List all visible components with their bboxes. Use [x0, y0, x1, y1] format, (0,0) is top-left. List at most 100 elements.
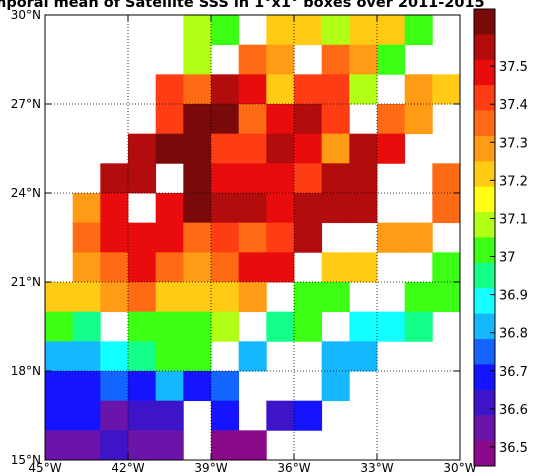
- heatmap-cell: [100, 430, 129, 461]
- heatmap-cell: [211, 311, 240, 342]
- heatmap-cell: [183, 104, 212, 135]
- colorbar-segment: [474, 288, 495, 315]
- colorbar-tick-label: 36.5: [499, 441, 528, 456]
- heatmap-cell: [155, 400, 184, 431]
- colorbar-tick-label: 36.6: [499, 403, 528, 418]
- heatmap-cell: [211, 371, 240, 402]
- colorbar-segment: [474, 212, 495, 238]
- heatmap-cell: [72, 400, 101, 431]
- heatmap-cell: [266, 222, 295, 253]
- heatmap-cell: [321, 341, 350, 372]
- heatmap-cell: [155, 133, 184, 164]
- x-tick-label: 36°W: [277, 461, 310, 475]
- heatmap-cell: [321, 371, 350, 402]
- heatmap-cell: [294, 311, 323, 342]
- heatmap-cell: [155, 222, 184, 253]
- heatmap-cell: [128, 430, 157, 461]
- colorbar-tick-label: 37.1: [499, 212, 528, 227]
- heatmap-cell: [349, 163, 378, 194]
- y-tick-label: 15°N: [11, 453, 41, 467]
- heatmap-cell: [128, 400, 157, 431]
- heatmap-cell: [349, 341, 378, 372]
- heatmap-cell: [294, 222, 323, 253]
- heatmap-cell: [45, 311, 74, 342]
- heatmap-cell: [128, 311, 157, 342]
- heatmap-cell: [128, 163, 157, 194]
- heatmap-cell: [183, 44, 212, 75]
- heatmap-cell: [266, 311, 295, 342]
- heatmap-cell: [266, 400, 295, 431]
- gridlines: [45, 15, 460, 460]
- heatmap-cell: [72, 252, 101, 283]
- heatmap-cell: [155, 252, 184, 283]
- colorbar-segment: [474, 440, 495, 467]
- heatmap-cell: [321, 282, 350, 313]
- colorbar-tick-label: 37.4: [499, 98, 528, 113]
- heatmap-cell: [183, 311, 212, 342]
- heatmap-cell: [128, 371, 157, 402]
- heatmap-cell: [432, 252, 461, 283]
- heatmap-cell: [100, 163, 129, 194]
- heatmap-cell: [377, 15, 406, 46]
- colorbar-segment: [474, 262, 495, 289]
- colorbar-tick-label: 36.9: [499, 289, 528, 304]
- colorbar-tick-label: 37.5: [499, 60, 528, 75]
- heatmap-cell: [377, 311, 406, 342]
- heatmap-cell: [128, 341, 157, 372]
- heatmap-cell: [404, 222, 433, 253]
- x-tick-label: 45°W: [28, 461, 61, 475]
- heatmap-cell: [321, 163, 350, 194]
- heatmap-cell: [100, 282, 129, 313]
- heatmap-cell: [183, 252, 212, 283]
- heatmap-cell: [377, 133, 406, 164]
- heatmap-cell: [266, 15, 295, 46]
- heatmap-cell: [349, 311, 378, 342]
- heatmap-cell: [349, 133, 378, 164]
- colorbar-segment: [474, 389, 495, 416]
- heatmap-cell: [211, 133, 240, 164]
- heatmap-cell: [238, 222, 267, 253]
- heatmap-cell: [238, 44, 267, 75]
- heatmap-cell: [404, 104, 433, 135]
- y-tick-label: 30°N: [11, 8, 41, 22]
- heatmap-cell: [155, 282, 184, 313]
- heatmap-cell: [155, 104, 184, 135]
- heatmap-cell: [266, 163, 295, 194]
- heatmap-cell: [238, 163, 267, 194]
- heatmap-cell: [266, 193, 295, 224]
- heatmap-cell: [72, 222, 101, 253]
- heatmap-cell: [266, 104, 295, 135]
- colorbar-tick-label: 37.2: [499, 174, 528, 189]
- heatmap-cell: [45, 400, 74, 431]
- colorbar-segment: [474, 85, 495, 111]
- colorbar-segment: [474, 9, 495, 35]
- heatmap-cell: [211, 163, 240, 194]
- colorbar-segment: [474, 59, 495, 86]
- y-tick-label: 18°N: [11, 364, 41, 378]
- heatmap-cell: [128, 133, 157, 164]
- heatmap-cell: [294, 193, 323, 224]
- heatmap-cells: [45, 15, 461, 461]
- heatmap-cell: [238, 193, 267, 224]
- colorbar-segment: [474, 364, 495, 391]
- heatmap-cell: [349, 15, 378, 46]
- heatmap-cell: [72, 282, 101, 313]
- heatmap-cell: [404, 311, 433, 342]
- colorbar-segment: [474, 186, 495, 213]
- heatmap-cell: [155, 341, 184, 372]
- heatmap-cell: [321, 74, 350, 105]
- heatmap-cell: [321, 252, 350, 283]
- heatmap-cell: [183, 74, 212, 105]
- colorbar-segment: [474, 161, 495, 188]
- heatmap-cell: [266, 252, 295, 283]
- heatmap-cell: [72, 341, 101, 372]
- heatmap-cell: [294, 282, 323, 313]
- heatmap-cell: [266, 44, 295, 75]
- heatmap-cell: [294, 400, 323, 431]
- heatmap-cell: [349, 252, 378, 283]
- colorbar-ticks: 37.5 37.4 37.3 37.2 37.1 37 36.9 36.8 36.7 36.6 36…: [490, 60, 528, 456]
- heatmap-cell: [211, 74, 240, 105]
- heatmap-cell: [183, 222, 212, 253]
- heatmap-cell: [321, 133, 350, 164]
- heatmap-cell: [128, 252, 157, 283]
